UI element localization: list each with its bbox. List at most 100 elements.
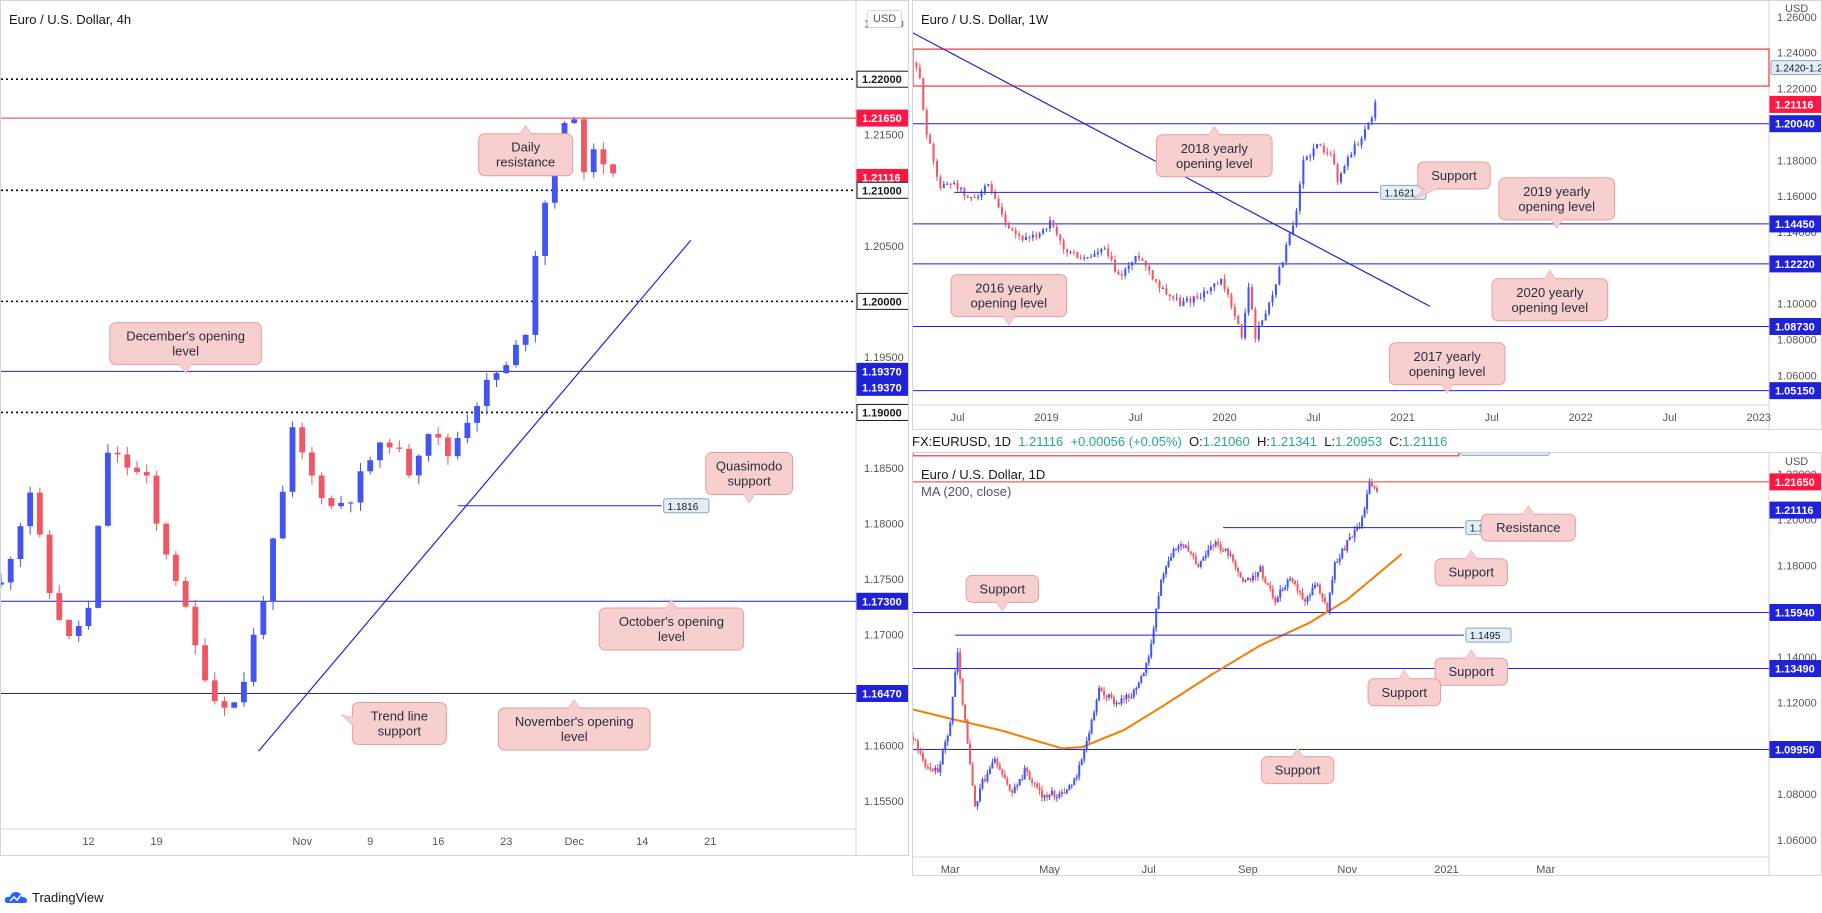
price-axis-label: 1.21000 xyxy=(862,185,902,197)
candle-body xyxy=(1184,546,1187,548)
price-axis-label-box xyxy=(1769,95,1821,113)
price-axis-label: 1.08730 xyxy=(1775,321,1815,333)
candle-body xyxy=(1357,144,1360,146)
candle-body xyxy=(1179,544,1182,546)
chart-4h-currency[interactable]: USD xyxy=(867,10,903,28)
candle-body xyxy=(915,62,918,68)
chart-panel-1w[interactable]: 1.060001.080001.100001.120001.140001.160… xyxy=(912,0,1822,430)
candle-body xyxy=(1043,794,1046,798)
callout-tail-fill xyxy=(1550,218,1563,228)
candle-body xyxy=(1127,265,1130,269)
chart-4h-canvas[interactable]: 1.155001.160001.165001.170001.175001.180… xyxy=(1,1,909,856)
candle-body xyxy=(1007,224,1010,229)
candle-body xyxy=(936,767,939,773)
candle-body xyxy=(406,448,412,476)
candle-body xyxy=(1076,252,1079,258)
resistance-zone xyxy=(913,453,1460,457)
candle-body xyxy=(1103,248,1106,250)
callout-text: Resistance xyxy=(1496,520,1560,535)
callout-tail-fill xyxy=(665,600,678,610)
candle-body xyxy=(1048,794,1051,798)
candle-body xyxy=(299,427,306,453)
chart-panel-1d[interactable]: 1.060001.080001.100001.120001.140001.160… xyxy=(912,452,1822,876)
candle-body xyxy=(1103,691,1106,696)
price-axis-label: 1.16470 xyxy=(862,688,902,700)
candle-body xyxy=(1199,297,1202,299)
candle-body xyxy=(1194,556,1197,565)
price-tick-label: 1.10000 xyxy=(1777,299,1817,311)
candle-body xyxy=(1059,234,1062,241)
candle-body xyxy=(1165,288,1168,295)
price-axis-label-box xyxy=(1769,501,1821,519)
chart-4h-title: Euro / U.S. Dollar, 4h xyxy=(9,12,132,27)
candle-body xyxy=(949,722,952,736)
candle-body xyxy=(1237,568,1240,573)
callout-text: Daily xyxy=(511,140,540,155)
price-axis-label: 1.20040 xyxy=(1775,119,1815,131)
candle-body xyxy=(1226,288,1230,295)
candle-body xyxy=(1086,257,1089,259)
chart-1d-header: FX:EURUSD, 1D 1.21116 +0.00056 (+0.05%) … xyxy=(912,434,1448,449)
candle-body xyxy=(1026,767,1029,772)
tradingview-logo[interactable]: TradingView xyxy=(4,889,104,905)
candle-body xyxy=(464,422,471,439)
candle-body xyxy=(1068,785,1071,790)
candle-body xyxy=(1110,694,1113,698)
candle-body xyxy=(922,78,925,110)
candle-body xyxy=(1271,295,1274,303)
callout-label: Support xyxy=(1367,669,1441,707)
callout-text: 2018 yearly xyxy=(1181,141,1249,156)
callout-text: 2020 yearly xyxy=(1516,285,1584,300)
candle-body xyxy=(1202,557,1205,561)
low-value: 1.20953 xyxy=(1335,434,1383,449)
chart-1w-canvas[interactable]: 1.060001.080001.100001.120001.140001.160… xyxy=(913,1,1822,430)
callout-label: Support xyxy=(1434,649,1508,686)
candle-body xyxy=(192,606,199,646)
candle-body xyxy=(1363,129,1366,139)
candle-body xyxy=(1346,540,1349,551)
candle-body xyxy=(1292,225,1295,234)
candle-body xyxy=(913,61,915,63)
candle-body xyxy=(1346,157,1349,167)
candle-body xyxy=(581,119,587,173)
price-tick-label: 1.12000 xyxy=(1777,698,1817,710)
resistance-zone xyxy=(913,48,1770,87)
candle-body xyxy=(1137,682,1140,689)
time-tick-label: 2021 xyxy=(1390,412,1414,424)
candle-body xyxy=(36,492,43,535)
candle-body xyxy=(1189,298,1192,303)
candle-body xyxy=(913,736,914,740)
candle-body xyxy=(367,460,374,472)
candle-body xyxy=(1035,234,1038,237)
price-axis-label: 1.13490 xyxy=(1775,664,1815,676)
candle-body xyxy=(1321,593,1324,598)
candle-body xyxy=(1098,687,1101,701)
price-tick-label: 1.18500 xyxy=(864,463,904,475)
chart-panel-4h[interactable]: 1.155001.160001.165001.170001.175001.180… xyxy=(0,0,909,856)
candle-body xyxy=(1286,579,1289,588)
candle-body xyxy=(942,184,945,189)
symbol-label: FX:EURUSD, 1D xyxy=(912,434,1011,449)
callout-text: Support xyxy=(1448,565,1494,580)
candle-body xyxy=(1240,324,1243,338)
candle-body xyxy=(503,365,510,374)
candle-body xyxy=(946,735,949,742)
candle-body xyxy=(1244,312,1247,338)
candle-body xyxy=(990,184,993,193)
callout-text: support xyxy=(378,723,422,738)
callout-text: Support xyxy=(1381,685,1427,700)
chart-1d-canvas[interactable]: 1.060001.080001.100001.120001.140001.160… xyxy=(913,453,1822,876)
candle-body xyxy=(522,334,529,345)
candle-body xyxy=(1360,138,1363,146)
callout-tail-fill xyxy=(1413,188,1438,200)
candle-body xyxy=(610,164,617,174)
candle-body xyxy=(1085,740,1088,751)
candle-body xyxy=(104,452,111,526)
price-tick-label: 1.16000 xyxy=(1777,191,1817,203)
candle-body xyxy=(1323,597,1326,603)
candle-body xyxy=(1301,592,1304,600)
callout-text: opening level xyxy=(971,296,1048,311)
candle-body xyxy=(959,187,962,190)
